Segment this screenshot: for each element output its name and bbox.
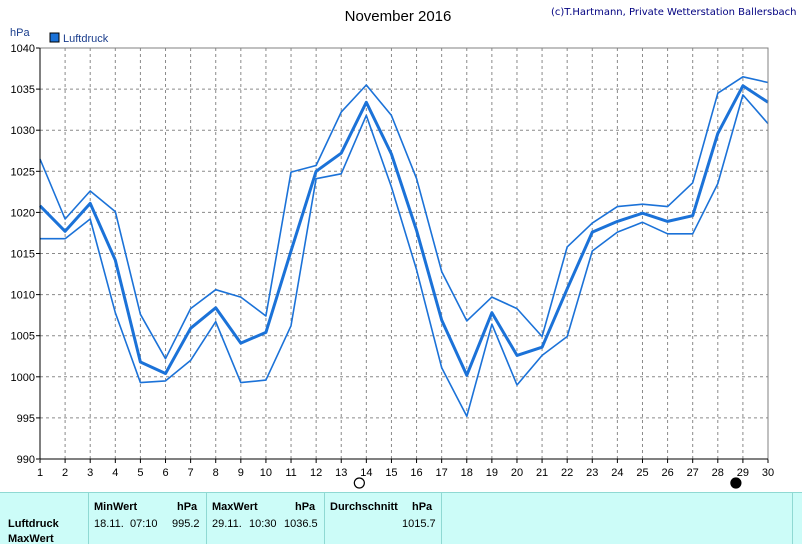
y-tick-label: 1005 xyxy=(11,331,35,343)
x-tick-label: 16 xyxy=(410,467,422,479)
y-tick-label: 1015 xyxy=(11,249,35,261)
statistics-panel: Luftdruck MaxWert MinWert hPa 18.11. 07:… xyxy=(0,492,802,545)
stats-row-label-2: MaxWert xyxy=(8,533,54,545)
max-value: 1036.5 xyxy=(284,518,318,530)
y-tick-label: 1010 xyxy=(11,290,35,302)
max-unit: hPa xyxy=(295,501,316,513)
avg-header: Durchschnitt xyxy=(330,501,398,513)
x-tick-label: 20 xyxy=(511,467,523,479)
series-group xyxy=(38,76,769,418)
chart-title: November 2016 xyxy=(345,8,452,25)
x-tick-label: 29 xyxy=(737,467,749,479)
avg-value: 1015.7 xyxy=(402,518,436,530)
x-tick-label: 30 xyxy=(762,467,774,479)
y-axis-unit: hPa xyxy=(10,27,30,39)
series-line-minimum xyxy=(40,94,769,418)
x-tick-label: 14 xyxy=(360,467,372,479)
y-tick-label: 1020 xyxy=(11,207,35,219)
y-tick-label: 1000 xyxy=(11,372,35,384)
min-header: MinWert xyxy=(94,501,138,513)
min-unit: hPa xyxy=(177,501,198,513)
x-tick-label: 28 xyxy=(712,467,724,479)
y-tick-label: 990 xyxy=(17,454,35,466)
x-tick-label: 17 xyxy=(436,467,448,479)
y-tick-label: 1025 xyxy=(11,166,35,178)
series-line-average xyxy=(38,84,769,377)
x-tick-label: 19 xyxy=(486,467,498,479)
x-tick-label: 10 xyxy=(260,467,272,479)
x-tick-label: 21 xyxy=(536,467,548,479)
pressure-chart: November 2016 (c)T.Hartmann, Private Wet… xyxy=(10,7,797,489)
full-moon-icon xyxy=(730,477,742,489)
x-tick-label: 5 xyxy=(137,467,143,479)
x-tick-label: 24 xyxy=(611,467,623,479)
chart-credit: (c)T.Hartmann, Private Wetterstation Bal… xyxy=(551,7,797,18)
x-tick-label: 15 xyxy=(385,467,397,479)
y-tick-label: 1040 xyxy=(11,43,35,55)
x-tick-label: 11 xyxy=(285,467,296,479)
x-tick-label: 7 xyxy=(188,467,194,479)
x-tick-label: 3 xyxy=(87,467,93,479)
x-tick-label: 8 xyxy=(213,467,219,479)
x-tick-label: 4 xyxy=(112,467,118,479)
x-tick-label: 26 xyxy=(661,467,673,479)
max-time: 10:30 xyxy=(249,518,277,530)
y-tick-label: 1030 xyxy=(11,125,35,137)
max-header: MaxWert xyxy=(212,501,258,513)
x-tick-label: 18 xyxy=(461,467,473,479)
stats-row-label: Luftdruck xyxy=(8,518,59,530)
x-tick-label: 2 xyxy=(62,467,68,479)
x-tick-label: 25 xyxy=(636,467,648,479)
legend-label: Luftdruck xyxy=(63,33,109,45)
x-tick-label: 13 xyxy=(335,467,347,479)
min-value: 995.2 xyxy=(172,518,200,530)
y-tick-label: 1035 xyxy=(11,84,35,96)
legend-swatch xyxy=(49,32,60,43)
x-tick-label: 22 xyxy=(561,467,573,479)
new-moon-icon xyxy=(353,477,365,489)
x-tick-label: 9 xyxy=(238,467,244,479)
min-time: 07:10 xyxy=(130,518,158,530)
y-tick-label: 995 xyxy=(17,413,35,425)
x-tick-label: 6 xyxy=(162,467,168,479)
avg-unit: hPa xyxy=(412,501,433,513)
moon-markers xyxy=(353,477,742,489)
min-date: 18.11. xyxy=(94,518,124,530)
series-line-maximum xyxy=(39,76,769,360)
x-tick-label: 12 xyxy=(310,467,322,479)
max-date: 29.11. xyxy=(212,518,242,530)
axes: 9909951000100510101015102010251030103510… xyxy=(11,43,775,479)
grid xyxy=(40,48,768,459)
x-tick-label: 23 xyxy=(586,467,598,479)
x-tick-label: 1 xyxy=(37,467,43,479)
x-tick-label: 27 xyxy=(687,467,699,479)
